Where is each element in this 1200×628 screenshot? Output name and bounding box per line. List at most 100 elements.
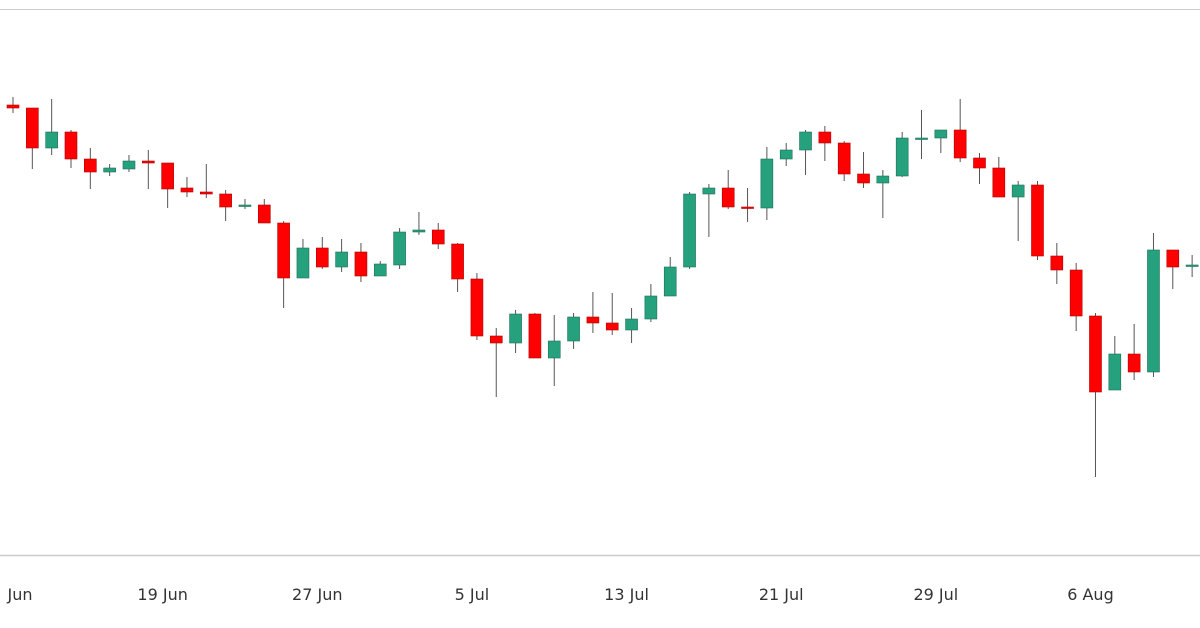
candle-body [1089,315,1102,393]
candle-body [915,137,928,140]
candle-body [895,137,909,177]
candle-6-jul [489,328,503,397]
candle-12-jun [26,107,39,169]
candle-4-jul [451,243,464,292]
candle-body [257,204,271,224]
candle-26-jun [296,239,310,279]
candle-body [489,335,503,344]
candle-body [760,158,774,209]
candle-body [277,222,290,279]
candle-5-jul [470,273,484,340]
candle-14-jul [644,284,658,322]
candle-body [1011,184,1025,198]
candle-28-jul [915,110,928,159]
candle-body [315,247,329,268]
candle-body [741,206,754,209]
candle-body [1127,353,1141,373]
candle-body [857,173,870,184]
candle-15-jul [663,257,677,297]
candle-14-jun [64,130,78,168]
candle-body [1031,184,1044,257]
candle-29-jun [354,243,368,282]
candle-25-jun [277,221,290,308]
candle-22-jun [219,190,232,221]
x-tick-label: 13 Jul [604,585,649,604]
candle-18-jun [142,150,155,189]
x-tick-label: Jun [7,585,33,604]
candle-24-jul [837,141,851,181]
candle-11-jul [586,292,600,333]
candle-body [509,313,522,344]
candle-body [837,142,851,175]
candle-body [799,131,812,151]
candle-body [142,160,155,164]
candle-body [26,107,39,149]
candle-7-jul [509,310,522,353]
candle-13-jul [625,308,638,343]
candle-22-jul [799,130,812,175]
candle-4-aug [1050,243,1064,284]
candle-body [122,160,136,170]
candle-body [605,322,619,331]
candle-24-jun [257,199,271,224]
candle-body [45,131,58,149]
candle-26-jul [876,170,890,218]
candle-10-aug [1166,249,1180,289]
candle-body [335,251,348,268]
candles-group [6,97,1199,477]
candle-body [354,251,368,277]
candle-body [84,158,97,173]
candle-21-jun [200,164,213,198]
candle-11-jun [6,97,20,113]
candle-body [431,229,445,245]
candle-18-jul [721,170,735,209]
candle-16-jun [103,164,116,176]
candle-body [238,204,252,207]
candle-5-aug [1069,263,1083,331]
candle-20-jun [180,177,194,197]
candle-body [1069,269,1083,317]
candle-7-aug [1108,336,1122,391]
candle-body [470,278,484,337]
candle-body [625,318,638,331]
candle-body [663,266,677,297]
candle-31-jul [973,153,986,184]
candle-10-jul [567,313,580,349]
candle-30-jun [373,261,387,277]
candle-body [1050,255,1064,271]
candle-8-aug [1127,324,1141,380]
candle-body [64,131,78,160]
candle-body [934,129,948,139]
candle-3-jul [431,223,445,249]
candle-body [992,167,1006,198]
candle-body [683,193,696,268]
candle-body [973,157,986,169]
candle-19-jun [161,162,174,208]
candle-15-jun [84,148,97,189]
x-tick-label: 21 Jul [759,585,804,604]
candle-body [779,149,793,160]
candle-27-jul [895,132,909,177]
candle-body [296,247,310,279]
candle-body [818,131,832,144]
candle-body [586,316,600,324]
candle-12-jul [605,293,619,335]
candle-19-jul [741,188,754,222]
candle-20-jul [760,147,774,220]
candle-body [1108,353,1122,391]
candle-13-jun [45,99,58,155]
candle-body [412,229,426,233]
candle-body [721,187,735,208]
candle-17-jul [702,184,716,237]
x-tick-label: 29 Jul [913,585,958,604]
candle-body [219,193,232,208]
x-axis-ticks: Jun 19 Jun 27 Jun 5 Jul 13 Jul 21 Jul 29 Jul 6 … [7,585,1114,604]
candle-body [876,175,890,184]
candle-30-jul [953,99,967,162]
candle-17-jun [122,155,136,172]
candle-29-jul [934,129,948,153]
candle-body [1166,249,1180,268]
candle-body [373,263,387,277]
x-tick-label: 27 Jun [292,585,342,604]
